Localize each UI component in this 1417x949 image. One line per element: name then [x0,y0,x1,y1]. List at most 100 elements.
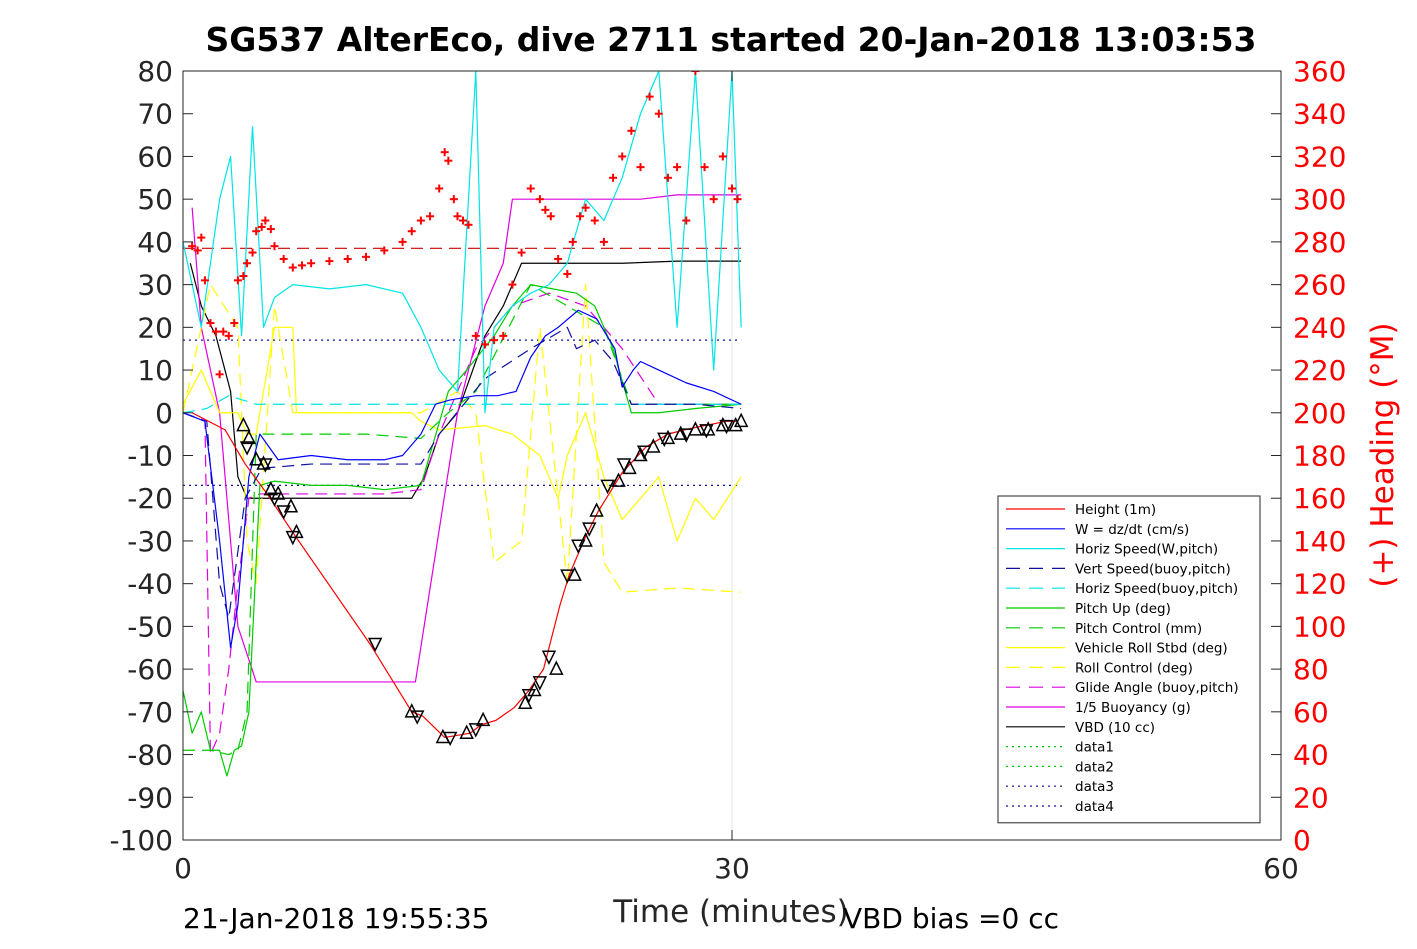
triangle-up-marker [733,412,749,428]
triangle-down-marker [258,458,273,473]
legend-entry: data3 [1075,779,1114,795]
y-tick-label: 30 [137,269,173,302]
y-tick-label: -50 [127,610,173,643]
heading-point [440,148,449,157]
heading-point [718,152,727,161]
heading-point [416,216,425,225]
heading-point [590,216,599,225]
triangle-up-marker [715,416,731,432]
y-right-tick-label: 140 [1293,525,1346,558]
y-right-tick-label: 80 [1293,653,1329,686]
y-tick-label: 60 [137,140,173,173]
heading-point [609,173,618,182]
legend-entry: Glide Angle (buoy,pitch) [1075,680,1239,696]
heading-point [233,276,242,285]
heading-point [297,261,306,270]
heading-point [541,205,550,214]
legend-entry: data4 [1075,799,1114,815]
heading-point [243,259,252,268]
heading-point [279,254,288,263]
triangle-down-marker [679,428,694,443]
legend-entry: Vert Speed(buoy,pitch) [1075,561,1231,577]
y-right-tick-label: 340 [1293,98,1346,131]
triangle-up-marker [459,724,474,739]
series-line-height-1m [191,412,738,739]
series-line-pitch-up-deg [183,284,742,777]
heading-point [453,212,462,221]
axes: 80706050403020100-10-20-30-40-50-60-70-8… [109,55,1346,885]
heading-point [230,319,239,328]
heading-point [426,212,435,221]
triangle-down-marker [657,432,672,448]
heading-point [224,331,233,340]
triangle-down-marker [582,522,597,537]
y-right-tick-label: 320 [1293,140,1346,173]
y-tick-label: -60 [127,653,173,686]
heading-point [480,340,489,349]
triangle-up-marker [241,429,257,445]
triangle-up-marker [475,711,491,727]
triangle-down-marker [442,731,458,747]
triangle-down-marker [410,710,425,725]
heading-point [568,237,577,246]
heading-point [380,246,389,255]
triangle-down-marker [600,479,615,495]
triangle-down-marker [468,723,484,738]
triangle-down-marker [239,441,255,456]
legend-entry: Roll Control (deg) [1075,660,1193,676]
heading-point [554,254,563,263]
x-tick-label: 0 [174,852,192,885]
y-right-tick-label: 280 [1293,226,1346,259]
triangle-down-marker [521,688,537,704]
triangle-up-marker [673,425,688,440]
y-tick-label: -30 [127,525,173,558]
y-tick-label: 80 [137,55,173,88]
x-tick-label: 60 [1263,852,1299,885]
triangle-up-marker [660,429,676,445]
heading-point [654,109,663,118]
heading-point [193,246,202,255]
series-line-vert-speed-buoy-pitch [183,326,742,619]
y-right-tick-label: 40 [1293,739,1329,772]
heading-point [252,227,261,236]
y-right-tick-label: 300 [1293,183,1346,216]
triangle-up-marker [611,472,626,487]
triangle-down-marker [541,650,557,665]
y-tick-label: 20 [137,311,173,344]
heading-point [691,71,700,75]
y-right-tick-label: 20 [1293,781,1329,814]
heading-point [700,163,709,172]
series-group [183,71,1281,840]
series-line-horiz-speed-w-pitch [183,71,742,414]
y-tick-label: -70 [127,696,173,729]
legend-box [997,495,1261,824]
y-tick-label: -20 [127,482,173,515]
heading-point [248,248,257,257]
triangle-down-marker [636,445,652,460]
heading-point [398,237,407,246]
y-tick-label: -40 [127,568,173,601]
series-line-glide-angle-buoy-pitch [183,292,742,756]
heading-point [257,222,266,231]
triangle-down-marker [560,569,575,584]
triangle-down-marker [616,458,632,473]
heading-point [211,327,220,336]
triangle-up-marker [517,694,533,710]
heading-point [471,331,480,340]
legend-entry: data2 [1075,759,1114,775]
heading-point [535,195,544,204]
y-tick-label: 10 [137,354,173,387]
heading-point [499,331,508,340]
heading-point [581,203,590,212]
heading-point [200,276,209,285]
heading-point [673,163,682,172]
heading-point [288,263,297,272]
x-axis-label: Time (minutes) [612,894,848,930]
heading-point [517,248,526,257]
heading-point [307,259,316,268]
y-right-tick-label: 200 [1293,397,1346,430]
y-right-tick-label: 360 [1293,55,1346,88]
heading-point [197,233,206,242]
